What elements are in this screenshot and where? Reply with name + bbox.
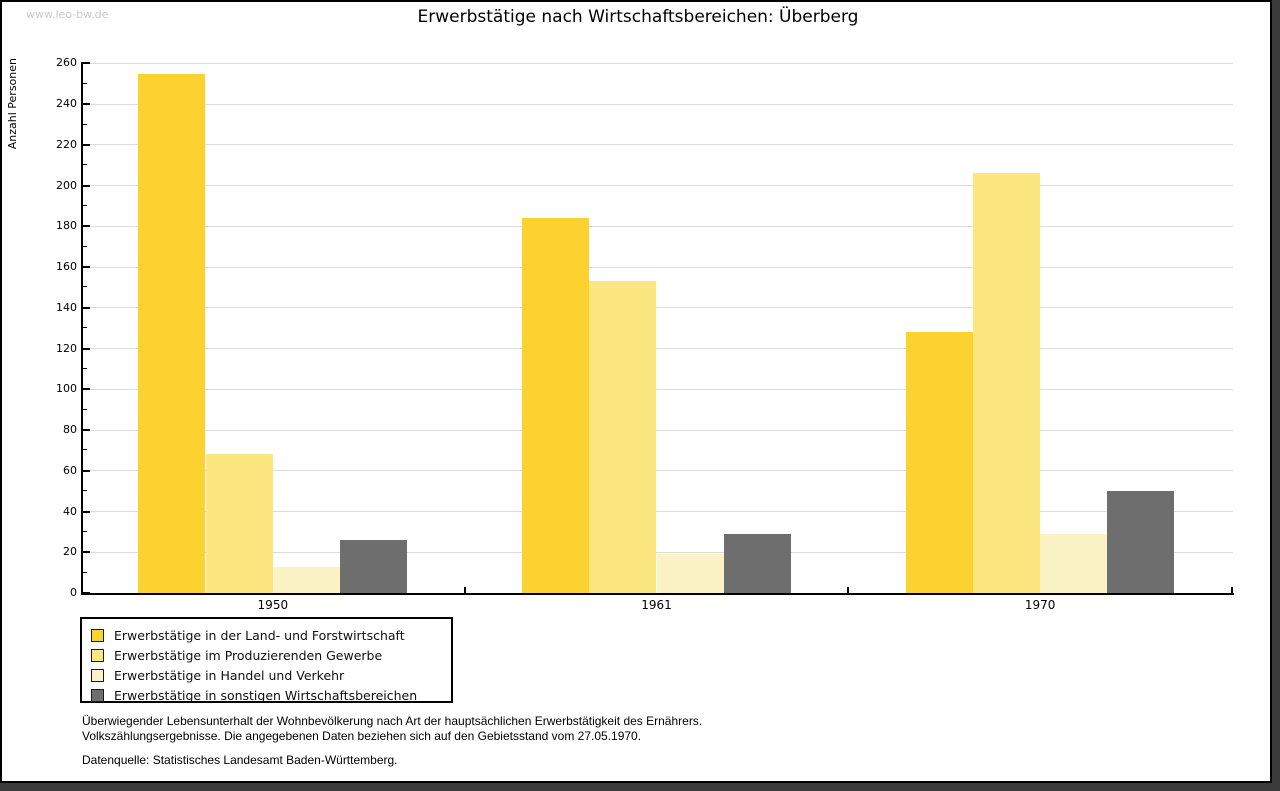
gridline-40 bbox=[81, 511, 1233, 513]
footnote-line-2: Volkszählungsergebnisse. Die angegebenen… bbox=[82, 729, 642, 743]
source-line: Datenquelle: Statistisches Landesamt Bad… bbox=[82, 753, 398, 767]
y-tick-210 bbox=[83, 164, 87, 166]
y-tick-180 bbox=[83, 225, 90, 228]
y-tick-label-260: 260 bbox=[56, 56, 77, 70]
watermark: www.leo-bw.de bbox=[26, 8, 109, 21]
chart-title: Erwerbstätige nach Wirtschaftsbereichen:… bbox=[417, 7, 859, 27]
y-tick-120 bbox=[83, 347, 90, 350]
gridline-240 bbox=[81, 103, 1233, 105]
y-tick-label-20: 20 bbox=[63, 545, 77, 559]
y-tick-170 bbox=[83, 245, 87, 247]
x-axis-line bbox=[81, 593, 1234, 595]
y-tick-130 bbox=[83, 327, 87, 329]
legend-label: Erwerbstätige in sonstigen Wirtschaftsbe… bbox=[114, 687, 418, 703]
legend-box: Erwerbstätige in der Land- und Forstwirt… bbox=[80, 617, 453, 703]
y-tick-label-160: 160 bbox=[56, 260, 77, 274]
bar-1970-series-2 bbox=[972, 173, 1040, 593]
y-tick-label-220: 220 bbox=[56, 137, 77, 151]
y-tick-200 bbox=[83, 184, 90, 187]
gridline-120 bbox=[81, 348, 1233, 350]
y-tick-10 bbox=[83, 571, 87, 573]
y-tick-label-80: 80 bbox=[63, 423, 77, 437]
x-tick-1 bbox=[463, 587, 466, 593]
bar-1950-series-1 bbox=[138, 74, 206, 593]
legend-label: Erwerbstätige in Handel und Verkehr bbox=[114, 667, 345, 683]
legend-label: Erwerbstätige in der Land- und Forstwirt… bbox=[114, 627, 405, 643]
gridline-80 bbox=[81, 429, 1233, 431]
bar-1961-series-3 bbox=[656, 554, 724, 593]
y-tick-100 bbox=[83, 388, 90, 391]
y-tick-label-40: 40 bbox=[63, 504, 77, 518]
y-tick-80 bbox=[83, 429, 90, 432]
y-tick-160 bbox=[83, 266, 90, 269]
x-tick-3 bbox=[1231, 587, 1233, 593]
bar-1950-series-2 bbox=[205, 454, 273, 593]
y-tick-110 bbox=[83, 367, 87, 369]
x-tick-2 bbox=[847, 587, 850, 593]
gridline-160 bbox=[81, 266, 1233, 268]
y-tick-150 bbox=[83, 286, 87, 288]
y-tick-label-0: 0 bbox=[70, 586, 77, 599]
y-tick-140 bbox=[83, 306, 90, 309]
y-tick-240 bbox=[83, 103, 90, 106]
y-tick-label-60: 60 bbox=[63, 463, 77, 477]
y-tick-70 bbox=[83, 449, 87, 451]
y-tick-label-100: 100 bbox=[56, 382, 77, 396]
x-category-label-1950: 1950 bbox=[257, 598, 289, 612]
y-tick-label-180: 180 bbox=[56, 219, 77, 233]
legend-swatch-icon bbox=[91, 688, 104, 702]
bar-1970-series-3 bbox=[1040, 534, 1108, 593]
y-tick-label-120: 120 bbox=[56, 341, 77, 355]
y-tick-label-140: 140 bbox=[56, 300, 77, 314]
y-tick-190 bbox=[83, 204, 87, 206]
y-tick-60 bbox=[83, 469, 90, 472]
y-tick-label-240: 240 bbox=[56, 97, 77, 111]
footnote-line-1: Überwiegender Lebensunterhalt der Wohnbe… bbox=[82, 714, 703, 728]
y-tick-90 bbox=[83, 408, 87, 410]
gridline-20 bbox=[81, 551, 1233, 553]
gridline-100 bbox=[81, 388, 1233, 390]
legend-swatch-icon bbox=[91, 628, 104, 642]
gridline-260 bbox=[81, 62, 1233, 64]
bar-1950-series-4 bbox=[340, 540, 408, 593]
legend-item-3: Erwerbstätige in Handel und Verkehr bbox=[91, 665, 451, 685]
legend-item-1: Erwerbstätige in der Land- und Forstwirt… bbox=[91, 625, 451, 645]
y-tick-20 bbox=[83, 551, 90, 554]
bar-1961-series-2 bbox=[589, 281, 657, 593]
y-tick-260 bbox=[83, 62, 90, 65]
bar-1970-series-1 bbox=[905, 332, 973, 593]
y-tick-230 bbox=[83, 123, 87, 125]
y-tick-0 bbox=[83, 592, 90, 594]
bar-1970-series-4 bbox=[1107, 491, 1175, 593]
y-tick-250 bbox=[83, 82, 87, 84]
gridline-220 bbox=[81, 144, 1233, 146]
legend-swatch-icon bbox=[91, 668, 104, 682]
y-tick-label-200: 200 bbox=[56, 178, 77, 192]
bar-1961-series-4 bbox=[723, 534, 791, 593]
y-tick-40 bbox=[83, 510, 90, 513]
y-tick-50 bbox=[83, 490, 87, 492]
legend-item-2: Erwerbstätige im Produzierenden Gewerbe bbox=[91, 645, 451, 665]
bar-1961-series-1 bbox=[521, 218, 589, 593]
gridline-180 bbox=[81, 225, 1233, 227]
bar-1950-series-3 bbox=[272, 567, 340, 593]
footnote: Überwiegender Lebensunterhalt der Wohnbe… bbox=[82, 714, 702, 744]
x-category-label-1961: 1961 bbox=[641, 598, 672, 612]
x-category-label-1970: 1970 bbox=[1024, 598, 1056, 612]
legend-item-4: Erwerbstätige in sonstigen Wirtschaftsbe… bbox=[91, 685, 451, 705]
gridline-200 bbox=[81, 185, 1233, 187]
plot-area: 1950 1961 1970 0 20 40 60 80 100 120 140 160 180 200 2… bbox=[2, 2, 1270, 781]
gridline-140 bbox=[81, 307, 1233, 309]
y-axis-line bbox=[81, 62, 83, 594]
y-tick-30 bbox=[83, 530, 87, 532]
legend-swatch-icon bbox=[91, 648, 104, 662]
legend-label: Erwerbstätige im Produzierenden Gewerbe bbox=[114, 647, 383, 663]
gridline-60 bbox=[81, 470, 1233, 472]
y-tick-220 bbox=[83, 143, 90, 146]
